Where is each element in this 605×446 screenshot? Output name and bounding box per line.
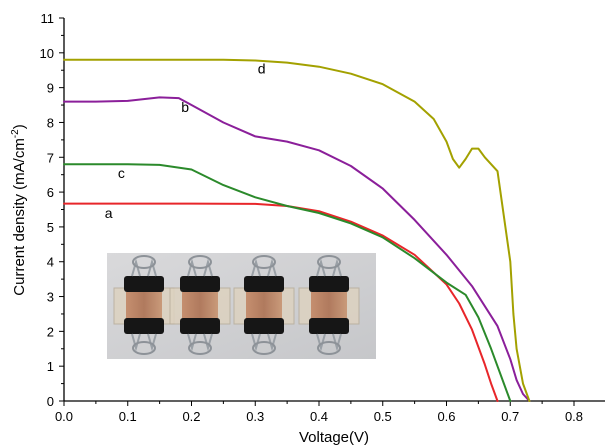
- y-tick-label: 4: [47, 255, 54, 270]
- series-annotations: a b c d: [105, 61, 266, 221]
- series-label-a: a: [105, 205, 113, 221]
- y-tick-label: 1: [47, 359, 54, 374]
- series-line-b: [63, 96, 531, 402]
- series-line-a: [63, 202, 499, 402]
- device-cell: [298, 255, 360, 355]
- y-axis-title-close: ): [11, 124, 28, 129]
- series-line-c: [63, 163, 512, 402]
- series-layer: [63, 58, 531, 402]
- series-label-d: d: [258, 61, 266, 77]
- y-tick-label: 5: [47, 220, 54, 235]
- y-tick-label: 2: [47, 324, 54, 339]
- x-tick-label: 0.2: [182, 409, 200, 424]
- y-tick-label: 0: [47, 394, 54, 409]
- y-tick-label: 10: [40, 46, 54, 61]
- y-axis-title-sup: -2: [10, 129, 21, 138]
- x-tick-label: 0.7: [501, 409, 519, 424]
- x-tick-label: 0.3: [246, 409, 264, 424]
- device-cell: [169, 255, 231, 355]
- y-tick-label: 6: [47, 185, 54, 200]
- axis-tick-labels: 0.0 0.1 0.2 0.3 0.4 0.5 0.6 0.7 0.8 0 1 2 3 4 5 6 7 8 9 10 1…: [40, 11, 584, 424]
- x-tick-label: 0.4: [310, 409, 328, 424]
- y-tick-label: 3: [47, 290, 54, 305]
- y-axis-title: Current density (mA/cm-2): [10, 124, 28, 295]
- x-tick-label: 0.5: [374, 409, 392, 424]
- y-tick-label: 7: [47, 150, 54, 165]
- y-axis-title-main: Current density (mA/cm: [11, 138, 28, 296]
- axis-ticks: [59, 17, 575, 406]
- device-cell: [113, 255, 175, 355]
- x-tick-label: 0.0: [55, 409, 73, 424]
- x-tick-label: 0.8: [565, 409, 583, 424]
- y-tick-label: 11: [41, 11, 55, 26]
- y-tick-label: 9: [47, 81, 54, 96]
- x-axis-title: Voltage(V): [299, 429, 369, 446]
- device-photo-inset: [107, 253, 376, 359]
- x-tick-label: 0.6: [437, 409, 455, 424]
- series-line-d: [63, 58, 531, 402]
- series-label-b: b: [181, 99, 189, 115]
- x-tick-label: 0.1: [119, 409, 137, 424]
- series-label-c: c: [118, 165, 125, 181]
- device-cell: [233, 255, 295, 355]
- y-tick-label: 8: [47, 115, 54, 130]
